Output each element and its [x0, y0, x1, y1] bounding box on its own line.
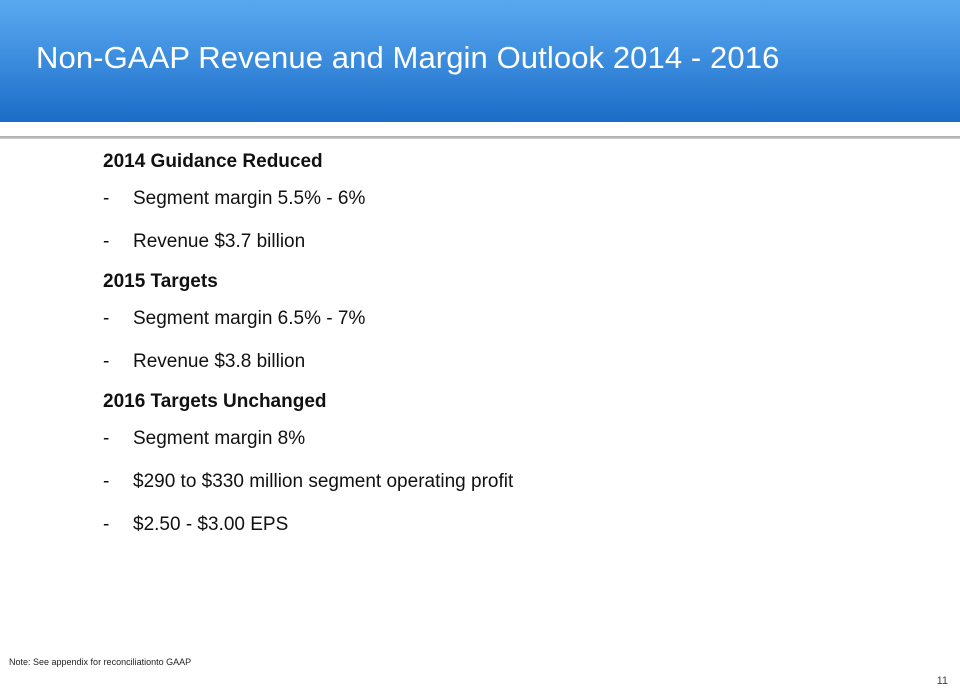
header-divider — [0, 136, 960, 139]
section-2014-guidance: 2014 Guidance Reduced - Segment margin 5… — [103, 147, 903, 263]
bullet-text: Segment margin 6.5% - 7% — [133, 308, 366, 329]
bullet-text: Segment margin 5.5% - 6% — [133, 188, 366, 209]
dash-marker: - — [103, 428, 110, 449]
section-heading: 2016 Targets Unchanged — [103, 391, 327, 412]
bullet-text: $290 to $330 million segment operating p… — [133, 471, 514, 492]
bullet-item: - Revenue $3.8 billion — [103, 340, 903, 383]
slide-body: 2014 Guidance Reduced - Segment margin 5… — [103, 147, 903, 546]
dash-marker: - — [103, 351, 110, 372]
bullet-text: Segment margin 8% — [133, 428, 306, 449]
bullet-item: - Revenue $3.7 billion — [103, 220, 903, 263]
bullet-item: - $2.50 - $3.00 EPS — [103, 503, 903, 546]
dash-marker: - — [103, 188, 110, 209]
footnote: Note: See appendix for reconciliationto … — [9, 657, 192, 667]
bullet-text: Revenue $3.7 billion — [133, 231, 306, 252]
dash-marker: - — [103, 308, 110, 329]
bullet-text: $2.50 - $3.00 EPS — [133, 514, 289, 535]
section-heading: 2015 Targets — [103, 271, 218, 292]
bullet-text: Revenue $3.8 billion — [133, 351, 306, 372]
section-2015-targets: 2015 Targets - Segment margin 6.5% - 7% … — [103, 267, 903, 383]
title-banner: Non-GAAP Revenue and Margin Outlook 2014… — [0, 0, 960, 122]
section-heading: 2014 Guidance Reduced — [103, 151, 323, 172]
section-2016-targets: 2016 Targets Unchanged - Segment margin … — [103, 387, 903, 546]
bullet-item: - $290 to $330 million segment operating… — [103, 460, 903, 503]
bullet-item: - Segment margin 8% — [103, 417, 903, 460]
dash-marker: - — [103, 471, 110, 492]
bullet-item: - Segment margin 5.5% - 6% — [103, 177, 903, 220]
slide-title: Non-GAAP Revenue and Margin Outlook 2014… — [36, 40, 780, 75]
page-number: 11 — [936, 675, 948, 687]
dash-marker: - — [103, 514, 110, 535]
dash-marker: - — [103, 231, 110, 252]
bullet-item: - Segment margin 6.5% - 7% — [103, 297, 903, 340]
